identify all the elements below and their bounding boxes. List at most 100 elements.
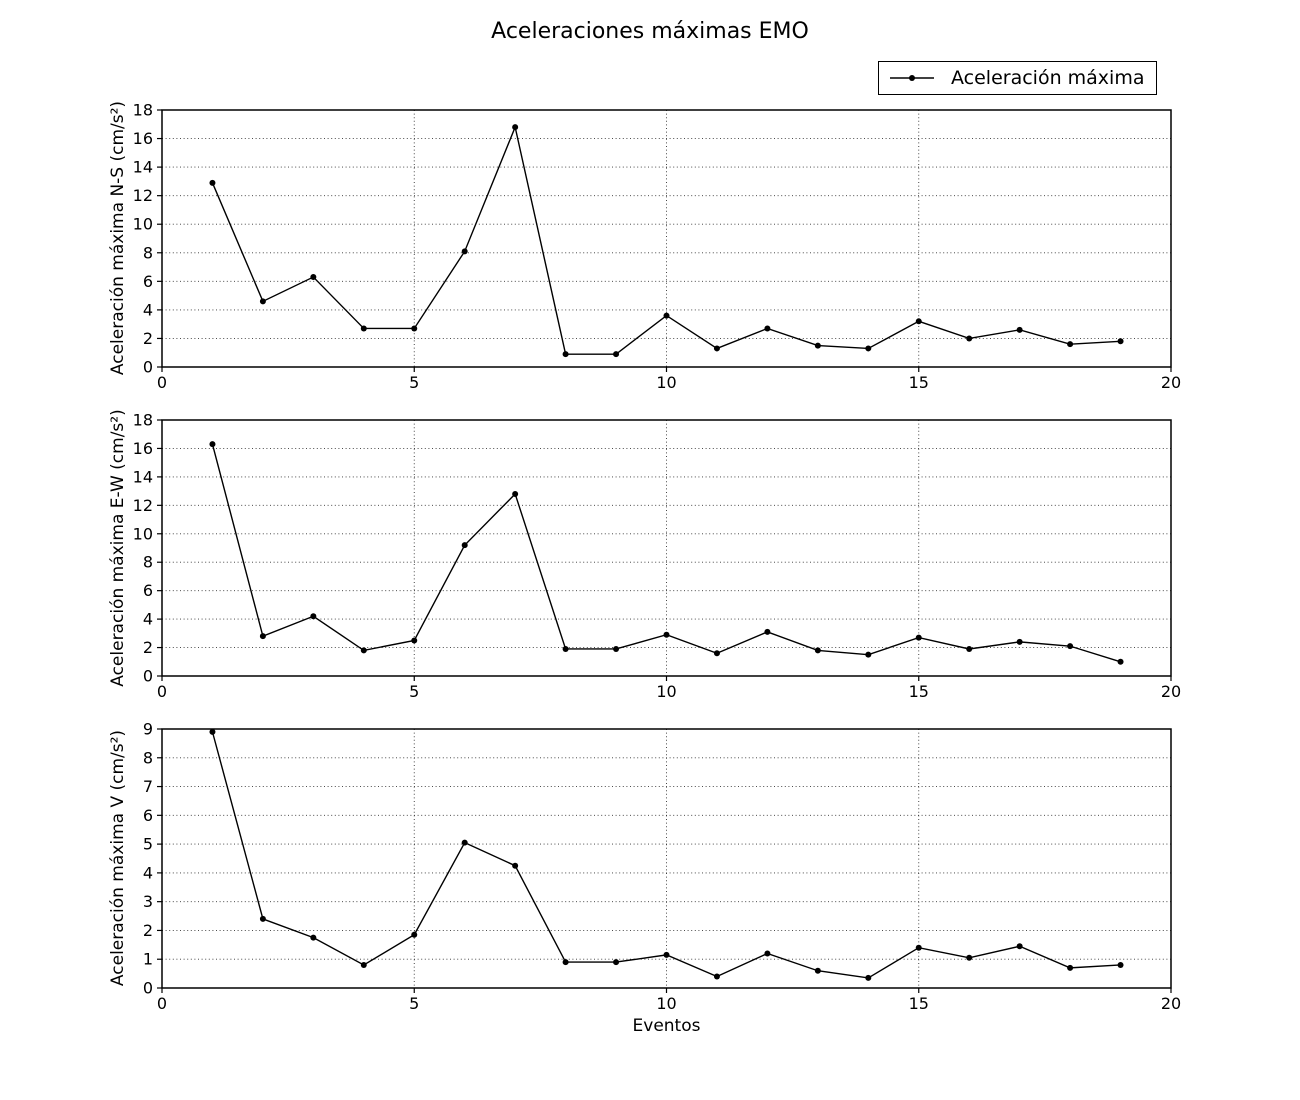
- x-tick-label: 20: [1161, 682, 1181, 701]
- x-tick-label: 15: [909, 373, 929, 392]
- data-point: [663, 951, 670, 958]
- y-tick-label: 5: [143, 835, 153, 854]
- data-point: [461, 542, 468, 549]
- data-point: [360, 325, 367, 332]
- y-tick-label: 14: [133, 158, 153, 177]
- y-axis-ticks: 0 2 4 6 8 10 12 14 16 18: [133, 411, 162, 686]
- data-point: [764, 628, 771, 635]
- data-point: [512, 124, 519, 131]
- data-point: [259, 298, 266, 305]
- y-tick-label: 6: [143, 806, 153, 825]
- data-point: [814, 342, 821, 349]
- data-point: [663, 631, 670, 638]
- y-tick-label: 4: [143, 610, 153, 629]
- data-point: [1067, 643, 1074, 650]
- x-tick-label: 20: [1161, 994, 1181, 1013]
- chart-title: Aceleraciones máximas EMO: [491, 19, 809, 44]
- y-tick-label: 16: [133, 439, 153, 458]
- x-tick-label: 15: [909, 682, 929, 701]
- gridlines: [162, 110, 1171, 367]
- data-point: [1016, 943, 1023, 950]
- y-tick-label: 0: [143, 358, 153, 377]
- data-point: [209, 728, 216, 735]
- x-tick-label: 20: [1161, 373, 1181, 392]
- data-point: [663, 312, 670, 319]
- data-point: [713, 650, 720, 657]
- data-point: [966, 954, 973, 961]
- y-tick-label: 7: [143, 777, 153, 796]
- data-point: [1067, 964, 1074, 971]
- x-tick-label: 5: [409, 994, 419, 1013]
- y-tick-label: 12: [133, 496, 153, 515]
- data-point: [713, 345, 720, 352]
- y-tick-label: 4: [143, 863, 153, 882]
- data-point: [1117, 961, 1124, 968]
- y-tick-label: 16: [133, 129, 153, 148]
- x-tick-label: 15: [909, 994, 929, 1013]
- data-point: [310, 274, 317, 281]
- x-tick-label: 10: [656, 373, 676, 392]
- data-point: [764, 950, 771, 957]
- y-tick-label: 2: [143, 921, 153, 940]
- x-axis-ticks: 0 5 10 15 20: [157, 988, 1181, 1013]
- data-point: [865, 651, 872, 658]
- data-point: [1117, 658, 1124, 665]
- x-tick-label: 0: [157, 682, 167, 701]
- y-tick-label: 8: [143, 748, 153, 767]
- data-point: [713, 973, 720, 980]
- data-point: [613, 645, 620, 652]
- data-point: [814, 967, 821, 974]
- data-point: [310, 613, 317, 620]
- y-tick-label: 8: [143, 553, 153, 572]
- data-point: [411, 637, 418, 644]
- y-tick-label: 18: [133, 101, 153, 120]
- data-point: [915, 944, 922, 951]
- legend-line-marker-icon: [890, 75, 934, 81]
- data-point: [865, 974, 872, 981]
- data-point: [613, 351, 620, 358]
- y-tick-label: 6: [143, 581, 153, 600]
- gridlines: [162, 729, 1171, 988]
- data-point: [1117, 338, 1124, 345]
- data-point: [1067, 341, 1074, 348]
- data-point: [259, 915, 266, 922]
- data-point: [562, 351, 569, 358]
- x-axis-ticks: 0 5 10 15 20: [157, 676, 1181, 701]
- y-tick-label: 6: [143, 272, 153, 291]
- y-tick-label: 1: [143, 950, 153, 969]
- data-point: [562, 645, 569, 652]
- x-tick-label: 5: [409, 373, 419, 392]
- y-tick-label: 18: [133, 411, 153, 430]
- data-point: [259, 633, 266, 640]
- y-axis-ticks: 0 2 4 6 8 10 12 14 16 18: [133, 101, 162, 377]
- y-axis-ticks: 0 1 2 3 4 5 6 7 8 9: [143, 720, 162, 998]
- data-point: [915, 318, 922, 325]
- x-tick-label: 10: [656, 994, 676, 1013]
- y-tick-label: 0: [143, 979, 153, 998]
- data-point: [512, 862, 519, 869]
- subplot-v: 0 1 2 3 4 5 6 7 8 9 0 5 10 15 20: [143, 720, 1181, 1014]
- data-point: [1016, 638, 1023, 645]
- data-point: [411, 325, 418, 332]
- data-point: [966, 335, 973, 342]
- data-point: [209, 441, 216, 448]
- data-point: [310, 934, 317, 941]
- data-point: [512, 490, 519, 497]
- data-point: [865, 345, 872, 352]
- data-point: [764, 325, 771, 332]
- x-tick-label: 10: [656, 682, 676, 701]
- y-tick-label: 2: [143, 329, 153, 348]
- data-point: [461, 248, 468, 255]
- data-point: [1016, 326, 1023, 333]
- data-point: [360, 647, 367, 654]
- x-tick-label: 0: [157, 994, 167, 1013]
- y-tick-label: 9: [143, 720, 153, 739]
- y-tick-label: 8: [143, 243, 153, 262]
- y-tick-label: 10: [133, 215, 153, 234]
- data-point: [966, 645, 973, 652]
- y-tick-label: 2: [143, 638, 153, 657]
- data-point: [461, 839, 468, 846]
- data-point: [411, 931, 418, 938]
